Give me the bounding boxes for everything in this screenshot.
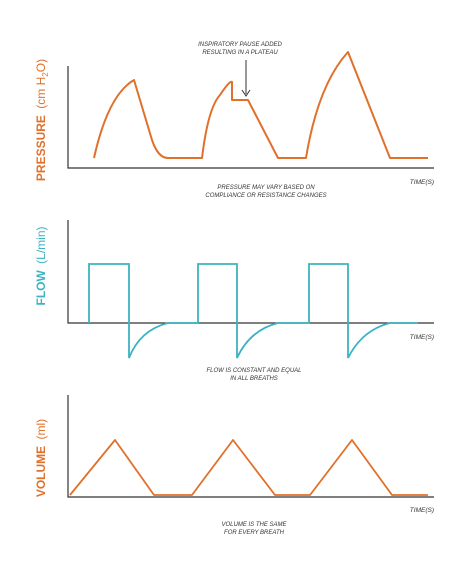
volume-label-unit: (ml)	[34, 419, 48, 440]
flow-axis-label: FLOW (L/min)	[34, 226, 48, 305]
pressure-label-unit-sub: 2	[41, 72, 50, 77]
pressure-axis-label: PRESSURE (cm H2O)	[34, 59, 50, 181]
annotation-arrow-head	[241, 89, 251, 97]
flow-time-label: TIME(S)	[410, 334, 434, 341]
volume-axis-label: VOLUME (ml)	[34, 419, 48, 497]
volume-caption-line1: VOLUME IS THE SAME	[221, 522, 287, 528]
volume-panel: VOLUME (ml) TIME(S) VOLUME IS THE SAME F…	[34, 395, 434, 536]
pressure-label-unit-close: O)	[34, 59, 48, 72]
pressure-annotation-line2: RESULTING IN A PLATEAU	[202, 50, 278, 56]
flow-caption-line2: IN ALL BREATHS	[230, 376, 278, 382]
pressure-annotation-line1: INSPIRATORY PAUSE ADDED	[198, 42, 282, 48]
pressure-axes	[67, 66, 434, 169]
pressure-label-main: PRESSURE	[34, 115, 48, 181]
volume-axes	[67, 395, 434, 498]
volume-caption-line2: FOR EVERY BREATH	[224, 530, 285, 536]
flow-label-main: FLOW	[34, 270, 48, 306]
pressure-panel: PRESSURE (cm H2O) INSPIRATORY PAUSE ADDE…	[34, 42, 434, 199]
flow-caption-line1: FLOW IS CONSTANT AND EQUAL	[206, 368, 301, 374]
pressure-caption-line1: PRESSURE MAY VARY BASED ON	[217, 185, 315, 191]
pressure-waveform	[93, 51, 428, 159]
flow-axes	[67, 220, 434, 324]
volume-waveform	[69, 439, 428, 496]
flow-panel: FLOW (L/min) TIME(S) FLOW IS CONSTANT AN…	[34, 220, 434, 382]
flow-label-unit: (L/min)	[34, 226, 48, 263]
flow-waveform	[88, 263, 418, 359]
pressure-time-label: TIME(S)	[410, 179, 434, 186]
pressure-caption-line2: COMPLIANCE OR RESISTANCE CHANGES	[205, 193, 326, 199]
volume-time-label: TIME(S)	[410, 507, 434, 514]
pressure-label-unit-open: (cm H	[34, 77, 48, 109]
volume-label-main: VOLUME	[34, 446, 48, 497]
